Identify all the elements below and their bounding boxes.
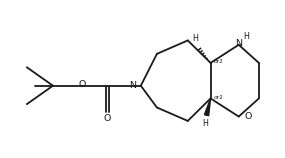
Text: H: H bbox=[243, 32, 249, 41]
Text: O: O bbox=[104, 114, 111, 123]
Text: or1: or1 bbox=[214, 95, 224, 100]
Text: H: H bbox=[193, 34, 198, 43]
Polygon shape bbox=[204, 98, 211, 116]
Text: N: N bbox=[129, 81, 137, 90]
Text: or1: or1 bbox=[214, 59, 224, 64]
Text: O: O bbox=[78, 80, 86, 89]
Text: O: O bbox=[244, 112, 251, 121]
Text: N: N bbox=[235, 39, 242, 48]
Text: H: H bbox=[202, 119, 208, 128]
